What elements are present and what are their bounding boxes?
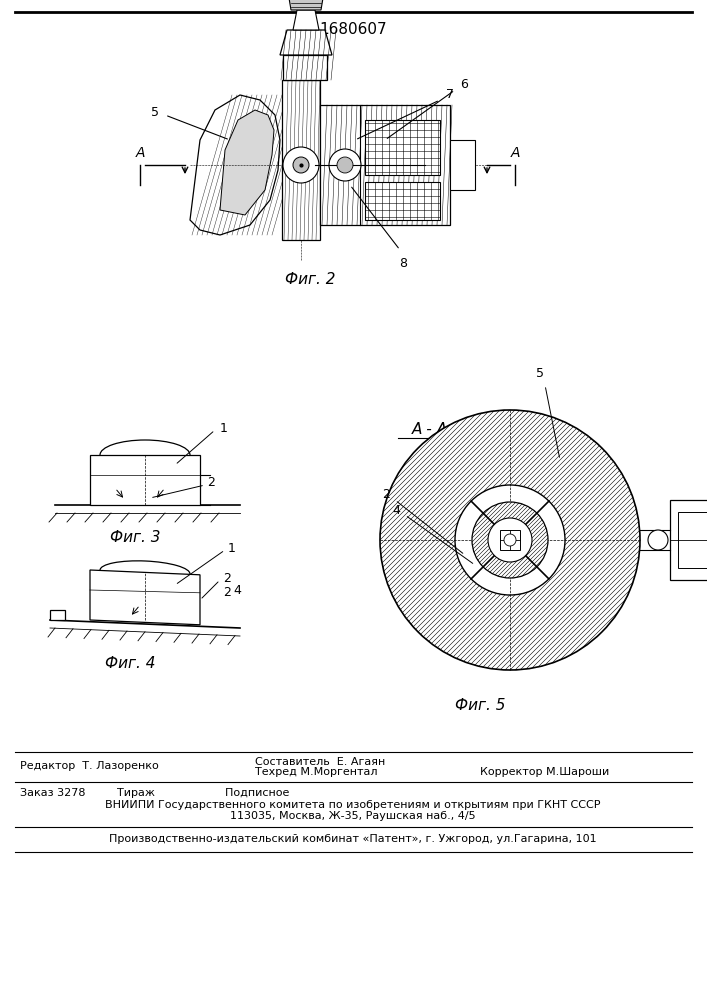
FancyBboxPatch shape — [365, 120, 440, 175]
Text: 5: 5 — [151, 105, 159, 118]
Text: 6: 6 — [460, 79, 468, 92]
Text: 8: 8 — [399, 257, 407, 270]
Circle shape — [293, 157, 309, 173]
Polygon shape — [90, 570, 200, 625]
Text: A - A: A - A — [412, 422, 448, 438]
Text: Техред М.Моргентал: Техред М.Моргентал — [255, 767, 378, 777]
Circle shape — [337, 157, 353, 173]
Circle shape — [488, 518, 532, 562]
Circle shape — [380, 410, 640, 670]
Text: 1: 1 — [228, 542, 236, 554]
Polygon shape — [293, 10, 319, 30]
FancyBboxPatch shape — [670, 500, 707, 580]
Circle shape — [283, 147, 319, 183]
Text: Корректор М.Шароши: Корректор М.Шароши — [480, 767, 609, 777]
Circle shape — [455, 485, 565, 595]
Text: 4: 4 — [233, 584, 241, 596]
Text: 2: 2 — [207, 477, 215, 489]
Text: 4: 4 — [392, 504, 400, 516]
FancyBboxPatch shape — [500, 530, 520, 550]
Circle shape — [648, 530, 668, 550]
Text: ВНИИПИ Государственного комитета по изобретениям и открытиям при ГКНТ СССР: ВНИИПИ Государственного комитета по изоб… — [105, 800, 601, 810]
FancyBboxPatch shape — [282, 80, 320, 240]
Text: Производственно-издательский комбинат «Патент», г. Ужгород, ул.Гагарина, 101: Производственно-издательский комбинат «П… — [109, 834, 597, 844]
Text: Фиг. 3: Фиг. 3 — [110, 530, 160, 546]
Polygon shape — [50, 610, 65, 620]
Text: A: A — [135, 146, 145, 160]
Circle shape — [504, 534, 516, 546]
Polygon shape — [220, 110, 274, 215]
Text: 1: 1 — [220, 422, 228, 434]
Text: Фиг. 4: Фиг. 4 — [105, 656, 156, 670]
Text: 113035, Москва, Ж-35, Раушская наб., 4/5: 113035, Москва, Ж-35, Раушская наб., 4/5 — [230, 811, 476, 821]
Text: 2: 2 — [223, 585, 231, 598]
FancyBboxPatch shape — [365, 182, 440, 220]
Polygon shape — [190, 95, 280, 235]
Polygon shape — [289, 0, 323, 10]
FancyBboxPatch shape — [320, 105, 450, 225]
Text: Заказ 3278         Тираж                    Подписное: Заказ 3278 Тираж Подписное — [20, 788, 289, 798]
FancyBboxPatch shape — [678, 512, 707, 568]
Circle shape — [329, 149, 361, 181]
Text: 1680607: 1680607 — [319, 22, 387, 37]
Circle shape — [472, 502, 548, 578]
FancyBboxPatch shape — [90, 455, 200, 505]
Text: Редактор  Т. Лазоренко: Редактор Т. Лазоренко — [20, 761, 159, 771]
FancyBboxPatch shape — [283, 55, 327, 80]
Text: 2: 2 — [382, 488, 390, 502]
Text: Составитель  Е. Агаян: Составитель Е. Агаян — [255, 757, 385, 767]
Text: 2: 2 — [223, 572, 231, 584]
FancyBboxPatch shape — [450, 140, 475, 190]
Text: Фиг. 5: Фиг. 5 — [455, 698, 506, 712]
Text: A: A — [510, 146, 520, 160]
Text: 7: 7 — [446, 89, 454, 102]
Text: Фиг. 2: Фиг. 2 — [285, 272, 335, 288]
Text: 5: 5 — [536, 367, 544, 380]
Polygon shape — [280, 30, 332, 55]
